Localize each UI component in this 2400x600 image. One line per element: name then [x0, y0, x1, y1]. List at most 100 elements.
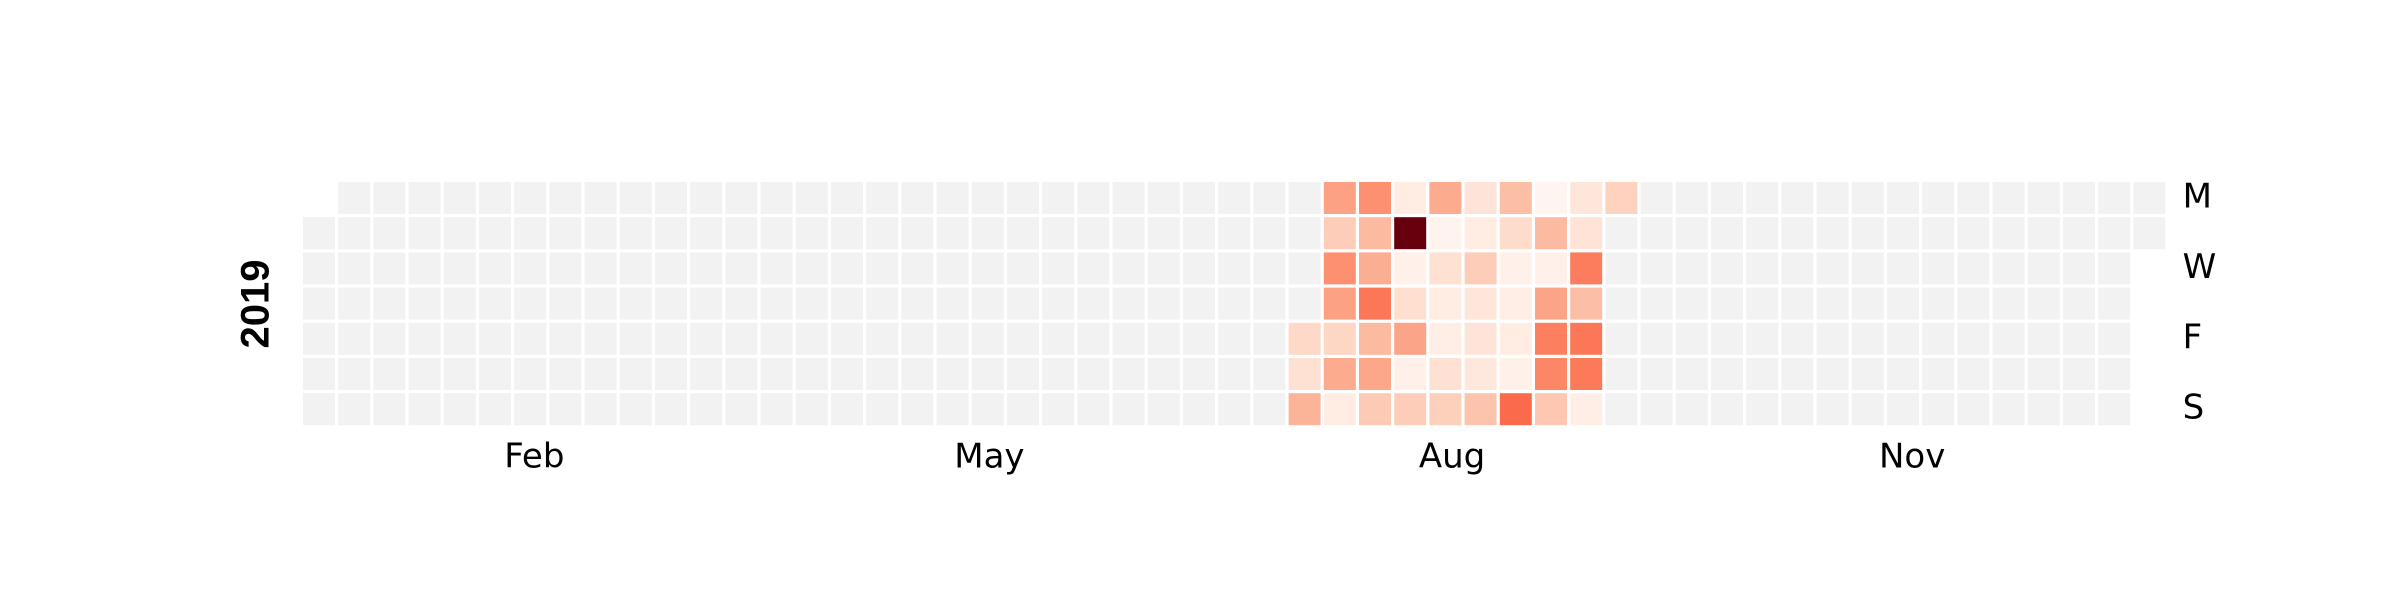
day-cell	[1746, 287, 1779, 320]
day-cell	[1781, 358, 1814, 390]
day-cell	[549, 217, 582, 250]
day-cell	[1253, 287, 1286, 320]
day-cell	[1605, 358, 1638, 390]
day-cell	[795, 252, 828, 285]
day-cell	[1570, 252, 1603, 285]
day-cell	[971, 393, 1004, 426]
day-cell	[1781, 252, 1814, 285]
day-cell	[1640, 217, 1673, 250]
day-cell	[1570, 217, 1603, 250]
day-cell	[936, 358, 969, 390]
day-cell	[1675, 217, 1708, 250]
day-cell	[1711, 322, 1743, 355]
day-cell	[725, 252, 758, 285]
day-cell	[1816, 358, 1849, 390]
day-cell	[2027, 287, 2060, 320]
day-cell	[303, 322, 335, 355]
day-cell	[1323, 322, 1356, 355]
day-cell	[1851, 358, 1884, 390]
day-cell	[1605, 217, 1638, 250]
day-cell	[514, 287, 547, 320]
day-cell	[2027, 217, 2060, 250]
day-cell	[619, 322, 652, 355]
weekday-label: F	[2183, 317, 2203, 357]
day-cell	[303, 287, 335, 320]
day-cell	[1464, 393, 1497, 426]
day-cell	[1253, 322, 1286, 355]
day-cell	[2098, 393, 2131, 426]
day-cell	[1499, 322, 1532, 355]
day-cell	[2063, 217, 2095, 250]
day-cell	[901, 287, 934, 320]
day-cell	[690, 358, 723, 390]
day-cell	[1746, 358, 1779, 390]
day-cell	[795, 322, 828, 355]
day-cell	[1429, 217, 1462, 250]
weekday-label: S	[2183, 388, 2205, 428]
day-cell	[1288, 252, 1321, 285]
day-cell	[1640, 252, 1673, 285]
day-cell	[514, 393, 547, 426]
day-cell	[866, 287, 899, 320]
day-cell	[1851, 252, 1884, 285]
day-cell	[936, 182, 969, 214]
day-cell	[1253, 182, 1286, 214]
day-cell	[1499, 358, 1532, 390]
day-cell	[514, 358, 547, 390]
day-cell	[725, 393, 758, 426]
day-cell	[1851, 322, 1884, 355]
day-cell	[1147, 393, 1180, 426]
day-cell	[1711, 358, 1743, 390]
day-cell	[1288, 217, 1321, 250]
day-cell	[1922, 217, 1955, 250]
day-cell	[1077, 182, 1110, 214]
day-cell	[1323, 287, 1356, 320]
day-cell	[2027, 393, 2060, 426]
day-cell	[479, 393, 511, 426]
day-cell	[690, 287, 723, 320]
day-cell	[1570, 393, 1603, 426]
day-cell	[619, 217, 652, 250]
day-cell	[1535, 252, 1567, 285]
day-cell	[1112, 287, 1145, 320]
day-cell	[1499, 287, 1532, 320]
day-cell	[1957, 358, 1990, 390]
day-cell	[1077, 393, 1110, 426]
day-cell	[1464, 252, 1497, 285]
day-cell	[1922, 322, 1955, 355]
day-cell	[1711, 182, 1743, 214]
day-cell	[1746, 322, 1779, 355]
day-cell	[1077, 358, 1110, 390]
day-cell	[479, 217, 511, 250]
day-cell	[1147, 217, 1180, 250]
day-cell	[1957, 252, 1990, 285]
day-cell	[1746, 393, 1779, 426]
day-cell	[1042, 182, 1075, 214]
day-cell	[831, 182, 863, 214]
day-cell	[1147, 358, 1180, 390]
day-cell	[725, 322, 758, 355]
day-cell	[1816, 182, 1849, 214]
day-cell	[408, 182, 441, 214]
day-cell	[901, 322, 934, 355]
day-cell	[690, 217, 723, 250]
day-cell	[338, 252, 371, 285]
day-cell	[1887, 322, 1919, 355]
day-cell	[2063, 322, 2095, 355]
day-cell	[2063, 182, 2095, 214]
day-cell	[1464, 217, 1497, 250]
day-cell	[901, 217, 934, 250]
weekday-label: W	[2183, 247, 2217, 287]
day-cell	[725, 217, 758, 250]
day-cell	[690, 322, 723, 355]
day-cell	[1887, 358, 1919, 390]
day-cell	[1042, 322, 1075, 355]
day-cell	[1992, 287, 2025, 320]
day-cell	[303, 252, 335, 285]
day-cell	[1147, 252, 1180, 285]
day-cell	[831, 252, 863, 285]
day-cell	[2027, 358, 2060, 390]
day-cell	[338, 322, 371, 355]
day-cell	[303, 217, 335, 250]
day-cell	[373, 322, 406, 355]
